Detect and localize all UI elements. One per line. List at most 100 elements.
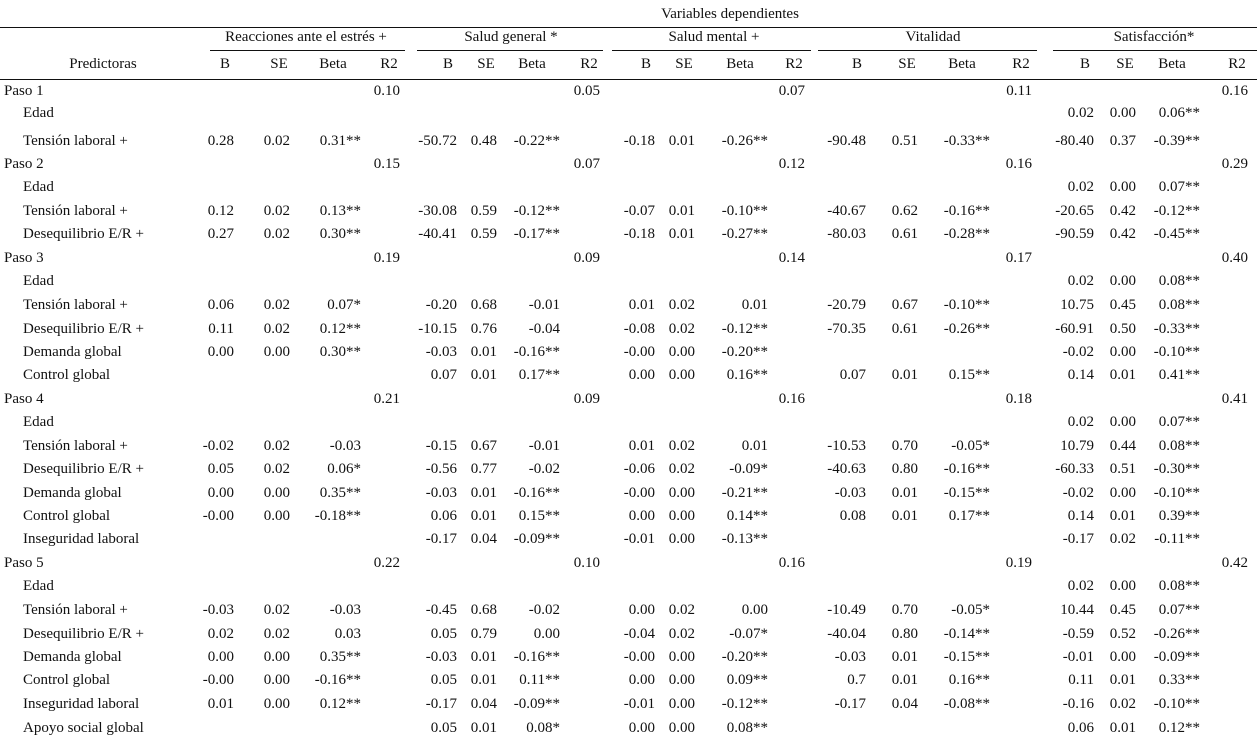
- table-cell: 0.70: [891, 602, 918, 618]
- predictors-header: Predictoras: [69, 56, 137, 72]
- table-cell: -0.15**: [943, 485, 990, 501]
- r2-value: 0.16: [1005, 156, 1032, 172]
- table-cell: 0.02: [668, 321, 695, 337]
- r2-value: 0.14: [778, 250, 805, 266]
- table-cell: -0.04: [623, 626, 655, 642]
- stat-header: SE: [1116, 56, 1134, 72]
- stat-header: B: [851, 56, 863, 72]
- table-cell: 0.02: [1067, 105, 1094, 121]
- table-cell: 0.00: [263, 672, 290, 688]
- step-label: Paso 5: [4, 555, 44, 571]
- table-cell: 0.45: [1109, 602, 1136, 618]
- table-cell: -30.08: [418, 203, 457, 219]
- group-rule: [1053, 50, 1257, 51]
- table-cell: 0.00: [263, 508, 290, 524]
- table-cell: 0.12**: [319, 321, 361, 337]
- table-cell: 0.11: [1068, 672, 1094, 688]
- table-cell: 0.01: [891, 649, 918, 665]
- table-cell: -40.63: [827, 461, 866, 477]
- table-cell: 0.11: [208, 321, 234, 337]
- table-cell: 0.00: [668, 672, 695, 688]
- table-cell: 0.52: [1109, 626, 1136, 642]
- table-cell: 0.03: [334, 626, 361, 642]
- table-cell: 0.00: [741, 602, 768, 618]
- table-cell: 0.02: [207, 626, 234, 642]
- predictor-label: Control global: [23, 672, 111, 688]
- table-cell: 0.02: [668, 626, 695, 642]
- table-cell: -0.04: [528, 321, 560, 337]
- table-cell: 0.16**: [948, 672, 990, 688]
- table-cell: 0.48: [470, 133, 497, 149]
- stat-header: R2: [380, 56, 398, 72]
- predictor-label: Tensión laboral +: [23, 203, 128, 219]
- table-cell: -0.02: [202, 438, 234, 454]
- table-cell: -0.17: [834, 696, 866, 712]
- table-cell: 0.02: [263, 438, 290, 454]
- table-cell: -0.27**: [721, 226, 768, 242]
- table-cell: 0.07**: [1158, 414, 1200, 430]
- table-cell: 0.01: [470, 649, 497, 665]
- table-cell: -0.20**: [721, 649, 768, 665]
- table-cell: -0.02: [1062, 344, 1094, 360]
- table-cell: 0.00: [263, 485, 290, 501]
- stat-header: SE: [675, 56, 693, 72]
- table-cell: 0.28: [207, 133, 234, 149]
- r2-value: 0.19: [373, 250, 400, 266]
- r2-value: 0.17: [1005, 250, 1032, 266]
- table-cell: 0.00: [668, 485, 695, 501]
- table-cell: 0.09**: [726, 672, 768, 688]
- table-cell: -0.02: [528, 602, 560, 618]
- table-cell: -0.07: [623, 203, 655, 219]
- table-cell: -0.09**: [513, 531, 560, 547]
- table-cell: -0.13**: [721, 531, 768, 547]
- table-cell: 0.00: [533, 626, 560, 642]
- table-cell: -0.12**: [513, 203, 560, 219]
- predictor-label: Edad: [23, 414, 54, 430]
- table-cell: 0.00: [668, 344, 695, 360]
- table-cell: -0.10**: [1153, 344, 1200, 360]
- table-cell: 0.70: [891, 438, 918, 454]
- table-cell: 0.80: [891, 626, 918, 642]
- table-cell: -0.39**: [1153, 133, 1200, 149]
- table-cell: -0.03: [425, 649, 457, 665]
- table-cell: 0.00: [1109, 649, 1136, 665]
- stat-header: SE: [477, 56, 495, 72]
- table-cell: 0.15**: [518, 508, 560, 524]
- table-cell: -0.01: [1062, 649, 1094, 665]
- stat-header: R2: [580, 56, 598, 72]
- group-rule: [818, 50, 1037, 51]
- table-cell: 0.00: [263, 344, 290, 360]
- table-cell: -0.12**: [1153, 203, 1200, 219]
- table-cell: 0.02: [263, 626, 290, 642]
- table-cell: -0.33**: [943, 133, 990, 149]
- table-cell: 0.08**: [1158, 297, 1200, 313]
- table-cell: -0.17: [425, 696, 457, 712]
- table-cell: -10.53: [827, 438, 866, 454]
- table-cell: 0.00: [1109, 105, 1136, 121]
- table-cell: 0.45: [1109, 297, 1136, 313]
- table-cell: -0.16**: [513, 344, 560, 360]
- table-cell: 0.00: [1109, 344, 1136, 360]
- table-cell: 0.00: [668, 367, 695, 383]
- stat-header: B: [442, 56, 454, 72]
- table-cell: -10.49: [827, 602, 866, 618]
- table-cell: -0.33**: [1153, 321, 1200, 337]
- predictor-label: Tensión laboral +: [23, 133, 128, 149]
- table-cell: -0.26**: [1153, 626, 1200, 642]
- table-cell: 0.00: [628, 672, 655, 688]
- table-cell: -0.06: [623, 461, 655, 477]
- table-cell: 0.02: [263, 321, 290, 337]
- table-cell: -0.03: [425, 485, 457, 501]
- table-cell: 0.06*: [327, 461, 361, 477]
- table-cell: -40.67: [827, 203, 866, 219]
- predictor-label: Control global: [23, 508, 111, 524]
- table-cell: 0.01: [668, 226, 695, 242]
- stat-header: Beta: [1158, 56, 1186, 72]
- table-cell: -20.79: [827, 297, 866, 313]
- table-cell: 0.01: [891, 485, 918, 501]
- table-cell: 0.00: [207, 485, 234, 501]
- group-rule: [612, 50, 811, 51]
- table-cell: -40.04: [827, 626, 866, 642]
- table-cell: 0.37: [1109, 133, 1136, 149]
- table-cell: -0.10**: [943, 297, 990, 313]
